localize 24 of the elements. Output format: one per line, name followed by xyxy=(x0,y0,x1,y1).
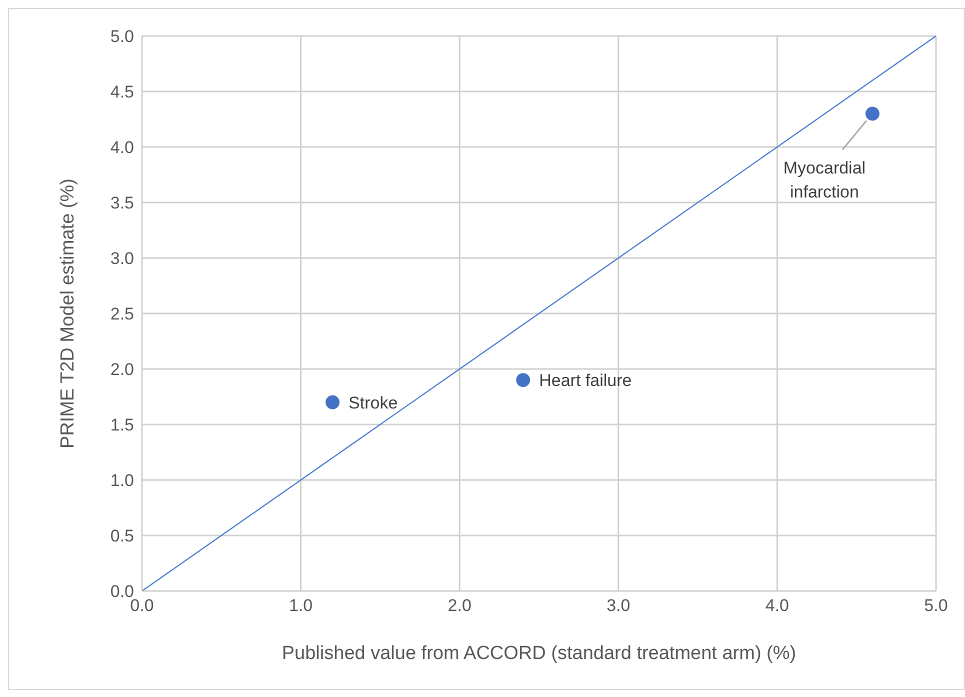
annotation: Stroke xyxy=(348,393,398,412)
annotation: Heart failure xyxy=(539,371,632,390)
y-tick-label: 3.5 xyxy=(110,194,134,213)
y-tick-label: 4.5 xyxy=(110,82,134,102)
point xyxy=(516,373,530,388)
x-tick-label: 3.0 xyxy=(606,596,630,616)
x-tick-label: 4.0 xyxy=(765,596,790,616)
y-tick-label: 2.5 xyxy=(110,304,134,324)
y-tick-label: 5.0 xyxy=(110,27,134,46)
x-tick-label: 1.0 xyxy=(288,596,313,616)
y-tick-label: 1.5 xyxy=(110,416,134,435)
y-tick-label: 4.0 xyxy=(110,138,134,158)
x-axis-title: Published value from ACCORD (standard treatment arm) (%) xyxy=(282,643,796,664)
y-tick-label: 2.0 xyxy=(110,360,134,380)
y-axis-title: PRIME T2D Model estimate (%) xyxy=(58,178,79,448)
point xyxy=(865,106,880,121)
x-tick-label: 2.0 xyxy=(448,596,472,616)
x-tick-label: 5.0 xyxy=(924,596,948,616)
x-tick-label: 0.0 xyxy=(130,596,154,616)
y-tick-label: 1.0 xyxy=(110,471,134,490)
point xyxy=(326,395,340,410)
y-tick-label: 0.5 xyxy=(110,526,134,546)
annotation: Myocardial infarction xyxy=(783,158,866,202)
y-tick-label: 3.0 xyxy=(110,249,134,268)
